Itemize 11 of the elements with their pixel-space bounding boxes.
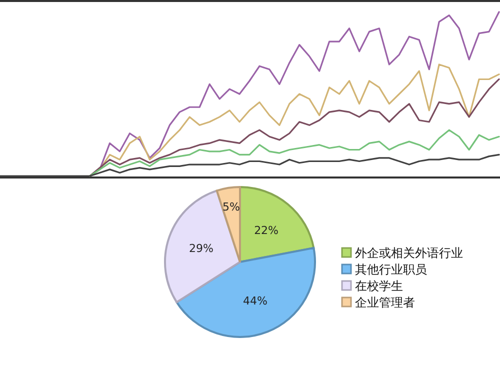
legend-label: 其他行业职员 [355,262,427,276]
data-label: 22% [254,224,279,238]
data-label: 5% [222,200,240,214]
legend-label: 企业管理者 [355,296,415,310]
legend-label: 外企或相关外语行业 [355,246,463,260]
data-label: 29% [188,242,214,256]
legend-label: 在校学生 [355,279,403,293]
data-label: 44% [242,294,268,308]
pie-slice [216,186,241,263]
pie-slice [164,190,241,304]
pie-slice [239,186,315,263]
